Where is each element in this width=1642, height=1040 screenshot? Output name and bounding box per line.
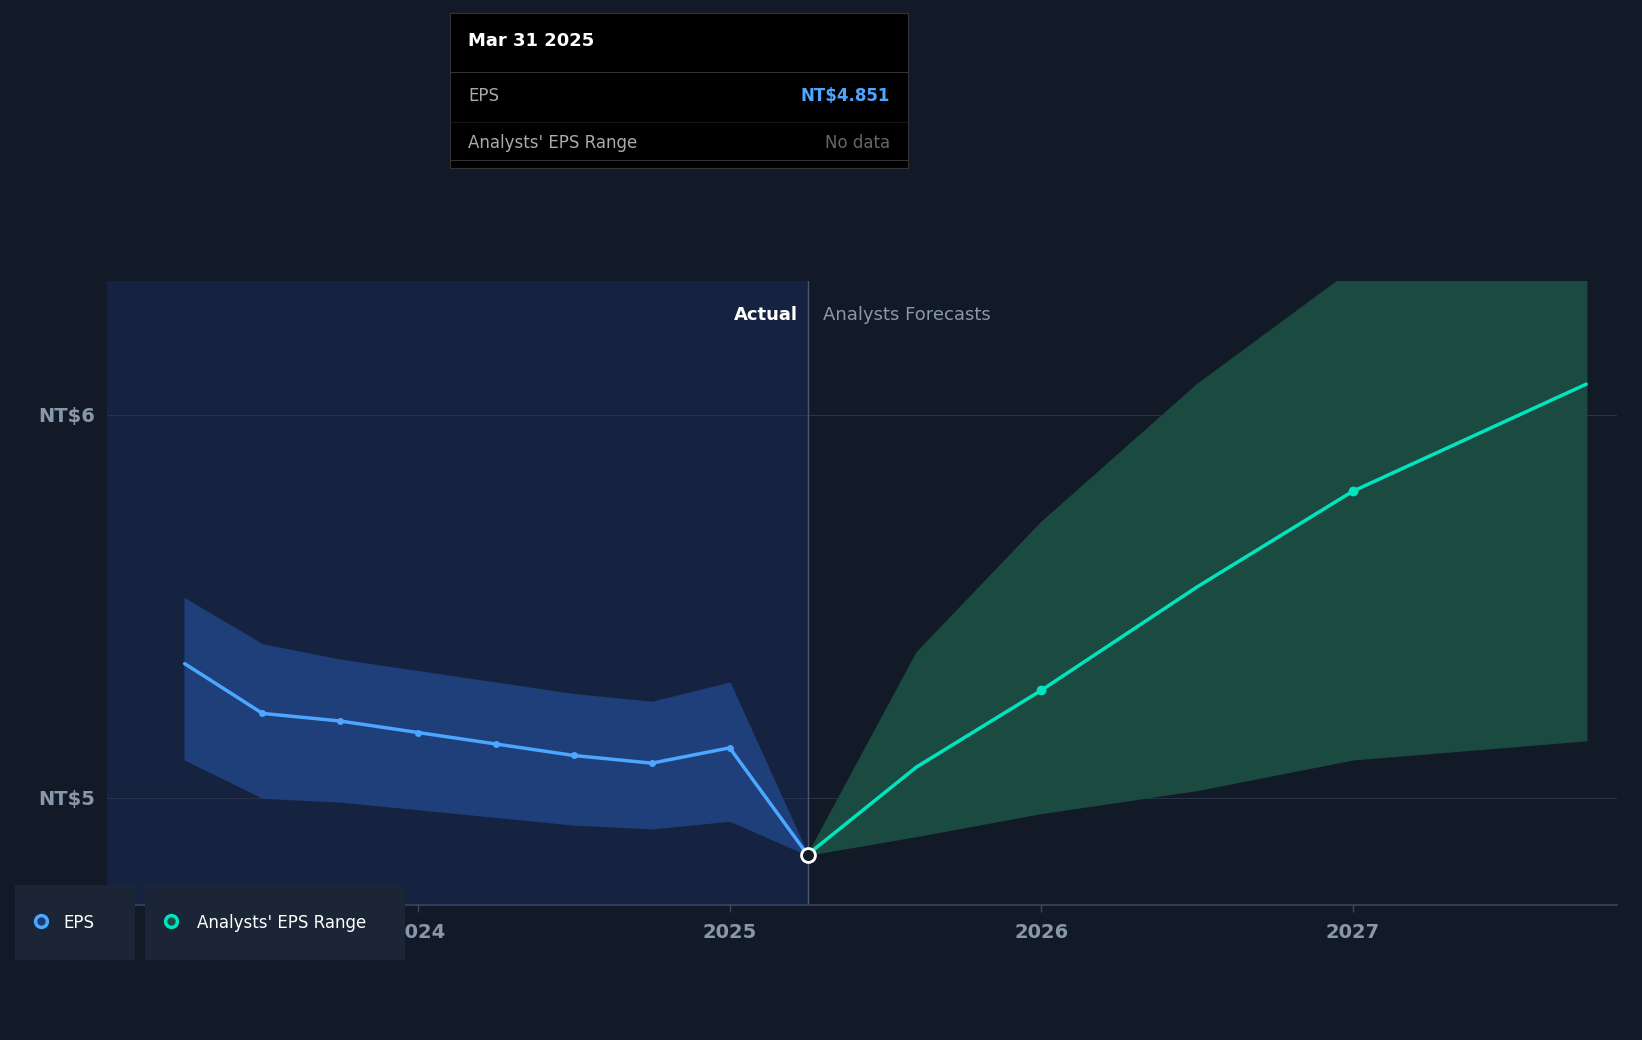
Text: Actual: Actual (734, 306, 798, 323)
Text: NT$4.851: NT$4.851 (800, 87, 890, 105)
Text: EPS: EPS (62, 913, 94, 932)
Text: Analysts' EPS Range: Analysts' EPS Range (468, 134, 637, 152)
Bar (107, 281, 808, 905)
Text: Analysts Forecasts: Analysts Forecasts (823, 306, 990, 323)
Text: Analysts' EPS Range: Analysts' EPS Range (197, 913, 366, 932)
Text: Mar 31 2025: Mar 31 2025 (468, 31, 594, 50)
Text: No data: No data (824, 134, 890, 152)
Text: EPS: EPS (468, 87, 499, 105)
